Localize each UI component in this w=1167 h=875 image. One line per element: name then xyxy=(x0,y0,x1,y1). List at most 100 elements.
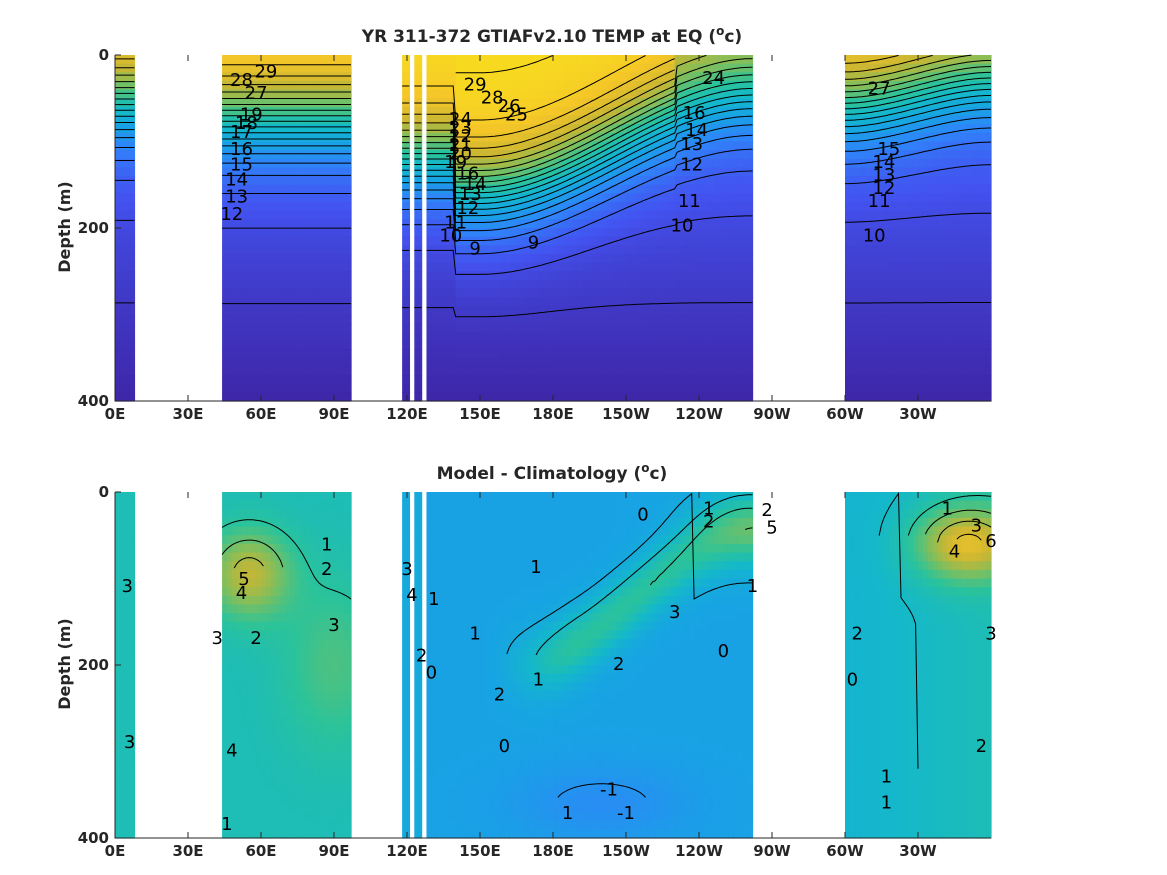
field-cell xyxy=(489,340,496,350)
field-cell xyxy=(908,55,914,65)
field-cell xyxy=(859,262,866,272)
field-cell xyxy=(694,72,700,82)
field-cell xyxy=(251,271,257,281)
field-cell xyxy=(718,63,724,73)
field-cell xyxy=(942,392,948,402)
field-cell xyxy=(674,124,681,134)
field-cell xyxy=(299,383,306,393)
field-cell xyxy=(261,193,267,203)
field-cell xyxy=(577,228,583,238)
field-cell xyxy=(742,262,749,272)
field-cell xyxy=(591,210,598,220)
field-cell xyxy=(509,323,515,333)
field-cell xyxy=(119,89,126,99)
field-cell xyxy=(499,158,505,169)
field-cell xyxy=(129,323,136,333)
field-cell xyxy=(523,63,530,73)
field-cell xyxy=(747,115,754,125)
field-cell xyxy=(616,245,622,255)
field-cell xyxy=(419,323,423,333)
field-cell xyxy=(922,236,929,246)
field-cell xyxy=(426,323,432,333)
field-cell xyxy=(129,288,136,298)
field-cell xyxy=(645,55,651,65)
field-cell xyxy=(124,89,131,99)
field-cell xyxy=(908,115,914,125)
field-cell xyxy=(489,72,496,82)
field-cell xyxy=(324,72,330,82)
field-cell xyxy=(241,193,247,203)
field-cell xyxy=(859,132,866,143)
field-cell xyxy=(562,279,569,290)
field-cell xyxy=(864,176,870,186)
field-cell xyxy=(728,236,734,246)
field-cell xyxy=(645,357,651,367)
field-cell xyxy=(932,228,939,238)
field-cell xyxy=(499,210,505,220)
field-cell xyxy=(952,98,958,108)
field-cell xyxy=(261,349,267,359)
field-cell xyxy=(436,72,442,82)
field-cell xyxy=(849,63,856,73)
field-cell xyxy=(606,72,612,82)
field-cell xyxy=(903,392,909,402)
field-cell xyxy=(845,297,851,307)
field-cell xyxy=(543,176,549,186)
field-cell xyxy=(708,383,715,393)
field-cell xyxy=(626,115,632,125)
field-cell xyxy=(455,314,462,324)
field-cell xyxy=(265,106,272,117)
field-cell xyxy=(431,228,437,238)
field-cell xyxy=(348,245,352,255)
field-cell xyxy=(869,98,875,108)
field-cell xyxy=(694,323,700,333)
field-cell xyxy=(572,219,578,229)
field-cell xyxy=(343,98,350,108)
field-cell xyxy=(640,279,647,290)
field-cell xyxy=(324,323,330,333)
field-cell xyxy=(426,167,432,177)
field-cell xyxy=(679,262,685,272)
field-cell xyxy=(626,141,632,151)
field-cell xyxy=(504,176,510,186)
field-cell xyxy=(582,63,588,73)
field-cell xyxy=(436,176,442,186)
field-cell xyxy=(942,158,948,169)
field-cell xyxy=(572,349,578,359)
field-cell xyxy=(669,366,676,376)
field-cell xyxy=(606,271,612,281)
field-cell xyxy=(952,271,958,281)
field-cell xyxy=(553,245,559,255)
field-cell xyxy=(314,262,320,272)
field-cell xyxy=(898,210,904,220)
field-cell xyxy=(845,141,851,151)
field-cell xyxy=(879,210,885,220)
field-cell xyxy=(908,98,914,108)
field-cell xyxy=(655,89,661,99)
field-cell xyxy=(426,89,432,99)
field-cell xyxy=(864,124,870,134)
field-cell xyxy=(703,392,710,402)
field-cell xyxy=(484,314,491,324)
field-cell xyxy=(679,236,685,246)
field-cell xyxy=(329,124,335,134)
field-cell xyxy=(913,331,919,342)
field-cell xyxy=(295,392,301,402)
field-cell xyxy=(723,63,729,73)
field-cell xyxy=(129,375,136,385)
field-cell xyxy=(236,253,243,264)
field-cell xyxy=(728,89,734,99)
field-cell xyxy=(445,392,452,402)
field-cell xyxy=(275,349,282,359)
field-cell xyxy=(261,375,267,385)
field-cell xyxy=(115,193,121,203)
field-cell xyxy=(898,349,904,359)
field-cell xyxy=(314,176,320,186)
field-cell xyxy=(528,366,535,376)
field-cell xyxy=(630,184,637,194)
field-cell xyxy=(562,124,569,134)
field-cell xyxy=(611,331,617,342)
field-cell xyxy=(567,55,574,65)
field-cell xyxy=(504,158,510,169)
field-cell xyxy=(591,176,598,186)
